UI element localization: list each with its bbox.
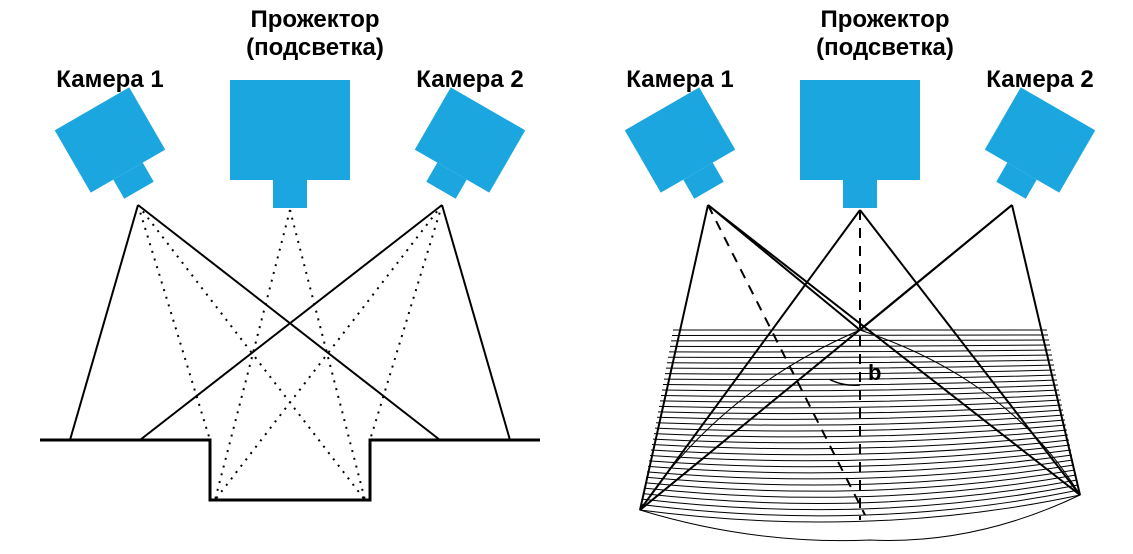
left-diagram (40, 80, 540, 500)
right-camera1-label: Камера 1 (610, 66, 750, 94)
right-camera2-label: Камера 2 (970, 66, 1110, 94)
right-diagram (625, 80, 1095, 541)
left-projector-label-line2: (подсветка) (235, 34, 395, 62)
left-camera1-label: Камера 1 (40, 66, 180, 94)
angle-b-label: b (868, 360, 881, 386)
right-projector-label-line2: (подсветка) (805, 34, 965, 62)
left-camera2-label: Камера 2 (400, 66, 540, 94)
left-projector-label-line1: Прожектор (235, 6, 395, 34)
right-projector-label-line1: Прожектор (805, 6, 965, 34)
